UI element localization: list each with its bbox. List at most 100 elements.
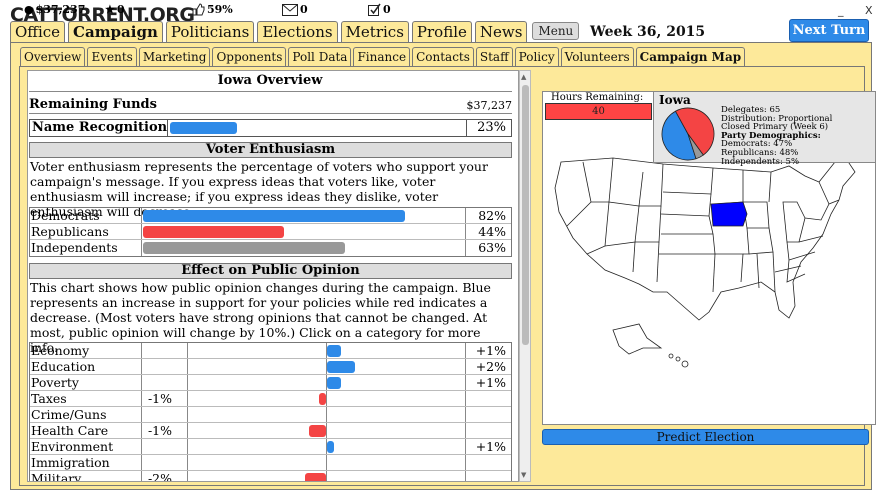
tasks-stat[interactable]: 0 bbox=[368, 3, 391, 16]
money-stat: ● $37,237 bbox=[24, 3, 86, 16]
enthusiasm-table: Democrats 82% Republicans 44% Independents 63… bbox=[29, 207, 512, 257]
tab-politicians[interactable]: Politicians bbox=[165, 21, 255, 43]
opinion-row-label: Taxes bbox=[31, 391, 67, 406]
opinion-positive-value: +2% bbox=[475, 359, 506, 374]
tab-metrics[interactable]: Metrics bbox=[340, 21, 409, 43]
pie-slice-republicans bbox=[674, 107, 715, 156]
enthusiasm-bar bbox=[143, 210, 406, 222]
tab-news[interactable]: News bbox=[474, 21, 528, 43]
mail-icon bbox=[282, 3, 298, 16]
opinion-row[interactable]: Taxes -1% bbox=[30, 391, 511, 407]
tab-finance[interactable]: Finance bbox=[353, 47, 411, 66]
state-shapes[interactable] bbox=[554, 157, 856, 321]
state-alaska[interactable] bbox=[612, 323, 663, 355]
state-details: Delegates: 65 Distribution: Proportional… bbox=[721, 106, 832, 166]
tab-opponents[interactable]: Opponents bbox=[212, 47, 287, 66]
demographics-title: Party Demographics: bbox=[721, 130, 821, 141]
mail-stat[interactable]: 0 bbox=[282, 3, 308, 16]
scroll-thumb[interactable] bbox=[522, 85, 529, 345]
opinion-table: Economy +1% Education +2% Poverty +1% Taxes -1%… bbox=[29, 342, 512, 482]
opinion-row-label: Environment bbox=[31, 439, 114, 454]
campaign-panel: Overview Events Marketing Opponents Poll… bbox=[10, 42, 876, 490]
tab-campaign[interactable]: Campaign bbox=[68, 21, 163, 44]
primary-line: Closed Primary (Week 6) bbox=[721, 122, 829, 133]
enthusiasm-bar bbox=[143, 226, 284, 238]
opinion-row[interactable]: Military -2% bbox=[30, 471, 511, 482]
tab-volunteers[interactable]: Volunteers bbox=[560, 47, 634, 66]
tab-events[interactable]: Events bbox=[87, 47, 137, 66]
opinion-row-label: Immigration bbox=[31, 455, 110, 470]
tab-campaign-map[interactable]: Campaign Map bbox=[635, 47, 746, 66]
tab-contacts[interactable]: Contacts bbox=[412, 47, 474, 66]
scroll-down-icon[interactable]: ▼ bbox=[521, 471, 527, 479]
opinion-row[interactable]: Immigration bbox=[30, 455, 511, 471]
scroll-up-icon[interactable]: ▲ bbox=[521, 73, 527, 81]
state-hawaii[interactable] bbox=[668, 353, 689, 368]
opinion-row-label: Poverty bbox=[31, 375, 79, 390]
enthusiasm-row-label: Republicans bbox=[31, 224, 109, 239]
tab-profile[interactable]: Profile bbox=[411, 21, 472, 43]
enthusiasm-header: Voter Enthusiasm bbox=[29, 142, 512, 158]
opinion-row[interactable]: Poverty +1% bbox=[30, 375, 511, 391]
opinion-bar bbox=[327, 345, 341, 357]
divider bbox=[29, 91, 512, 92]
opinion-bar bbox=[305, 473, 326, 481]
opinion-row[interactable]: Crime/Guns bbox=[30, 407, 511, 423]
opinion-negative-value: -1% bbox=[147, 423, 172, 438]
stars-stat: ★ 0 bbox=[105, 3, 125, 16]
opinion-row[interactable]: Education +2% bbox=[30, 359, 511, 375]
distribution-line: Distribution: Proportional bbox=[721, 113, 833, 124]
opinion-row[interactable]: Economy +1% bbox=[30, 343, 511, 359]
tab-marketing[interactable]: Marketing bbox=[138, 47, 211, 66]
checkbox-icon bbox=[368, 3, 381, 16]
opinion-bar bbox=[327, 361, 355, 373]
close-button[interactable]: X bbox=[865, 4, 873, 17]
opinion-row[interactable]: Health Care -1% bbox=[30, 423, 511, 439]
opinion-row[interactable]: Environment +1% bbox=[30, 439, 511, 455]
star-icon: ★ bbox=[105, 3, 115, 16]
name-recognition-row: Name Recognition 23% bbox=[29, 119, 512, 137]
opinion-row-label: Military bbox=[31, 471, 82, 482]
menu-button[interactable]: Menu bbox=[532, 22, 580, 40]
party-pie-chart bbox=[661, 107, 715, 161]
opinion-row-label: Economy bbox=[31, 343, 90, 358]
overview-title: Iowa Overview bbox=[217, 73, 323, 88]
thumbs-up-icon bbox=[192, 3, 205, 16]
name-recognition-label: Name Recognition bbox=[32, 120, 168, 135]
tab-policy[interactable]: Policy bbox=[514, 47, 559, 66]
next-turn-button[interactable]: Next Turn bbox=[789, 19, 869, 42]
tab-poll-data[interactable]: Poll Data bbox=[288, 47, 352, 66]
enthusiasm-row: Independents 63% bbox=[30, 240, 511, 256]
enthusiasm-row-label: Democrats bbox=[31, 208, 100, 223]
tab-staff[interactable]: Staff bbox=[475, 47, 513, 66]
opinion-positive-value: +1% bbox=[475, 375, 506, 390]
hours-label: Hours Remaining: bbox=[551, 92, 644, 103]
pie-slice-democrats bbox=[661, 110, 697, 161]
tab-office[interactable]: Office bbox=[10, 21, 66, 43]
site-logo: CATTORRENT.ORG bbox=[10, 4, 195, 26]
enthusiasm-row-value: 82% bbox=[478, 208, 506, 223]
name-recognition-bar bbox=[170, 122, 237, 134]
sub-tabs: Overview Events Marketing Opponents Poll… bbox=[20, 47, 746, 66]
predict-election-button[interactable]: Predict Election bbox=[542, 429, 869, 445]
approval-stat: 59% bbox=[192, 3, 233, 16]
tab-elections[interactable]: Elections bbox=[257, 21, 338, 43]
independents-line: Independents: 5% bbox=[721, 156, 800, 167]
state-info-card: Iowa Delegates: 65 Distribution: Proport… bbox=[653, 91, 876, 166]
opinion-description: This chart shows how public opinion chan… bbox=[30, 280, 491, 355]
money-icon: ● bbox=[24, 3, 34, 16]
democrats-line: Democrats: 47% bbox=[721, 139, 793, 150]
delegates-line: Delegates: 65 bbox=[721, 105, 781, 115]
name-recognition-value: 23% bbox=[477, 120, 506, 135]
opinion-positive-value: +1% bbox=[475, 343, 506, 358]
scrollbar[interactable]: ▲ ▼ bbox=[519, 70, 531, 482]
tab-overview[interactable]: Overview bbox=[20, 47, 86, 66]
state-iowa[interactable] bbox=[710, 201, 748, 227]
week-label: Week 36, 2015 bbox=[590, 24, 706, 40]
opinion-positive-value: +1% bbox=[475, 439, 506, 454]
minimize-button[interactable]: _ bbox=[838, 4, 844, 17]
us-map-svg[interactable] bbox=[543, 142, 875, 372]
state-overview: Iowa Overview Remaining Funds $37,237 Na… bbox=[27, 70, 519, 482]
enthusiasm-row-label: Independents bbox=[31, 240, 118, 255]
